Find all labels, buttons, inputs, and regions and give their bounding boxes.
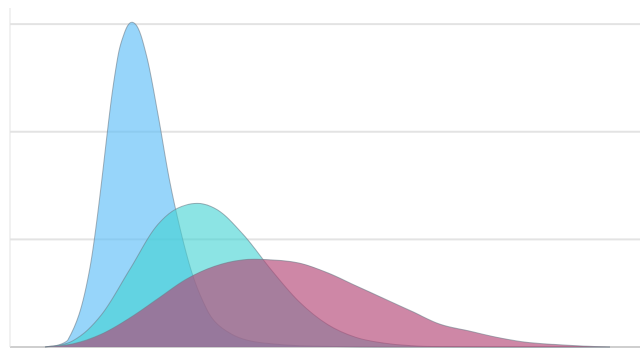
- series-line-3: [44, 258, 611, 348]
- series-layer: [44, 21, 611, 348]
- series-area-3: [45, 259, 610, 347]
